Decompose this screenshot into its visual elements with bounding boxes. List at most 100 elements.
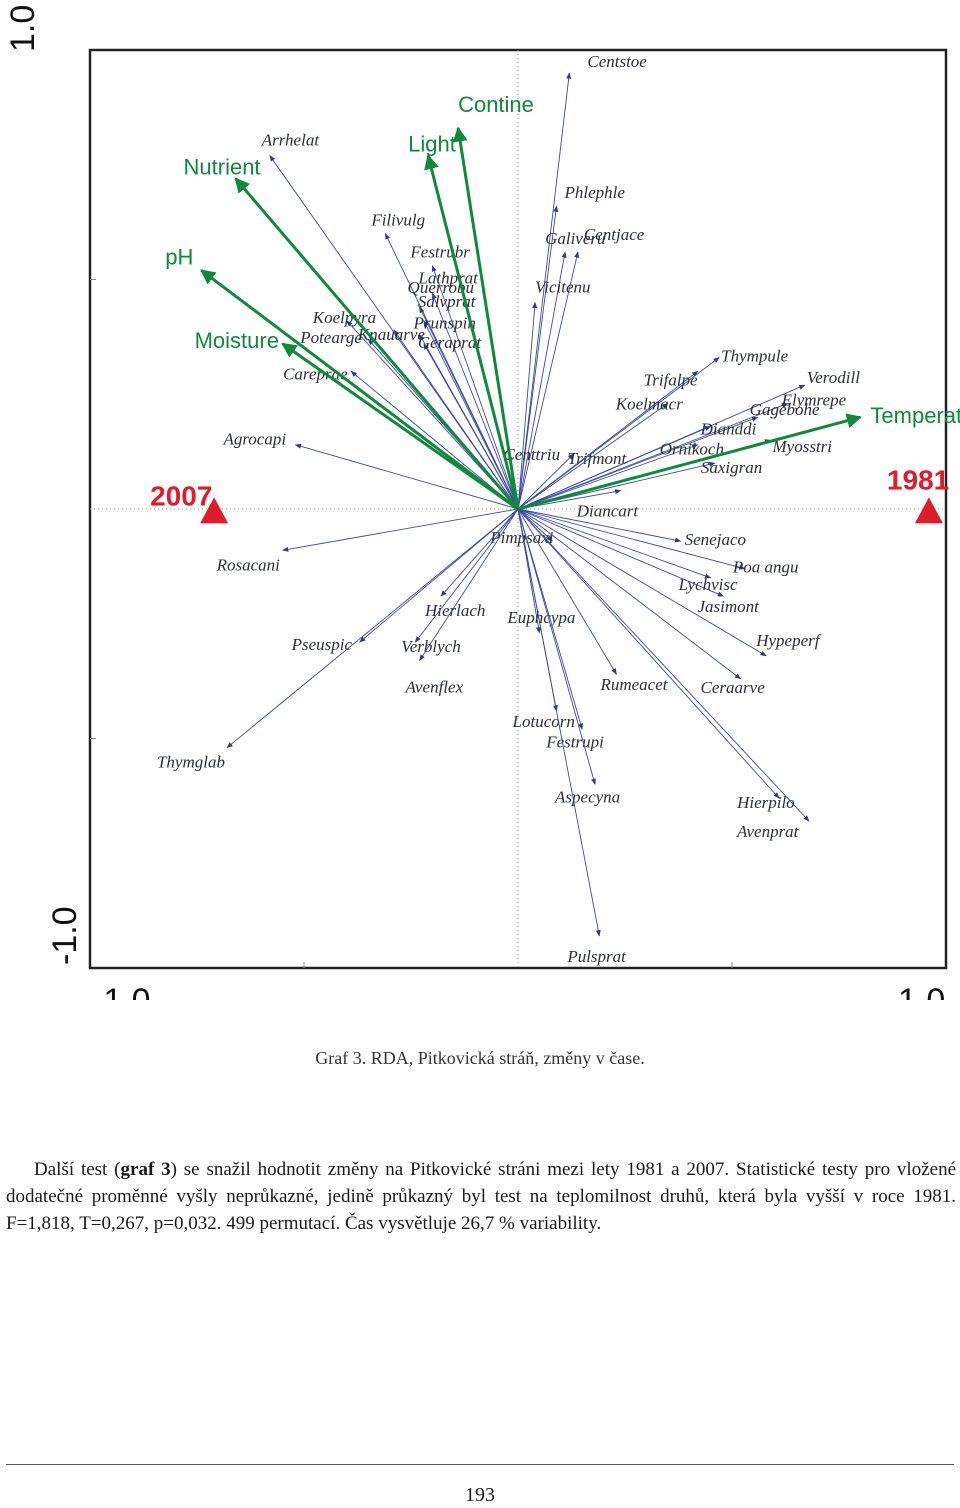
species-label-33: Poa angu — [732, 558, 799, 577]
env-label-0: Contine — [458, 92, 534, 117]
species-label-6: Filivulg — [370, 211, 425, 230]
species-label-44: Ceraarve — [701, 678, 766, 697]
species-label-3: Galiveru — [545, 229, 605, 248]
species-label-13: Prunspin — [413, 314, 476, 333]
sample-label-1: 1981 — [887, 464, 949, 495]
species-arrow-4 — [517, 301, 538, 510]
footer-rule — [6, 1464, 954, 1465]
species-label-48: Aspecyna — [554, 787, 620, 806]
species-arrow-21 — [517, 357, 720, 510]
species-label-10: Salvprat — [418, 292, 477, 311]
species-arrow-0 — [517, 72, 572, 510]
species-label-49: Hierpilo — [736, 793, 795, 812]
species-label-39: Verblych — [401, 637, 460, 656]
species-arrow-50 — [517, 508, 810, 822]
species-arrow-31 — [517, 508, 553, 542]
species-arrow-3 — [517, 251, 567, 510]
species-arrow-48 — [517, 508, 596, 786]
species-label-1: Phlephle — [564, 183, 626, 202]
species-arrow-44 — [517, 508, 742, 680]
species-arrow-35 — [517, 508, 725, 597]
species-label-5: Arrhelat — [261, 131, 321, 150]
env-label-2: Nutrient — [184, 155, 261, 180]
page-number: 193 — [465, 1484, 495, 1506]
species-arrow-26 — [517, 425, 712, 510]
species-label-15: Geraprat — [418, 333, 483, 352]
species-label-51: Pulsprat — [566, 947, 627, 966]
paragraph-text-before: Další test ( — [34, 1159, 121, 1180]
species-label-22: Koelmacr — [615, 394, 683, 413]
species-arrow-12 — [393, 329, 519, 510]
species-label-43: Hypeperf — [755, 631, 822, 650]
species-arrow-42 — [517, 508, 617, 675]
env-label-4: Moisture — [195, 328, 279, 353]
species-arrow-16 — [350, 370, 519, 510]
x-tick-min: -1.0 — [92, 982, 151, 1000]
env-arrow-5 — [517, 413, 862, 511]
species-label-41: Euphcypa — [506, 608, 575, 627]
paragraph-figure-ref: graf 3 — [120, 1159, 171, 1180]
species-arrow-22 — [517, 403, 669, 510]
species-label-45: Lotucorn — [512, 712, 575, 731]
species-label-17: Agrocapi — [222, 430, 286, 449]
species-label-36: Hierlach — [424, 601, 485, 620]
species-label-29: Saxigran — [701, 458, 762, 477]
species-label-50: Avenprat — [736, 822, 800, 841]
species-label-9: Querrobu — [408, 278, 474, 297]
species-label-21: Thympule — [721, 347, 789, 366]
species-arrow-19 — [517, 453, 575, 510]
species-arrow-37 — [281, 508, 519, 552]
species-label-32: Senejaco — [685, 530, 746, 549]
species-label-2: Centjace — [584, 225, 645, 244]
x-tick-max: 1.0 — [898, 982, 945, 1000]
species-arrow-39 — [414, 508, 519, 643]
species-label-0: Centstoe — [587, 52, 647, 71]
species-label-46: Festrupi — [545, 732, 604, 751]
species-label-24: Elymrepe — [781, 390, 847, 409]
species-label-34: Lychvisc — [678, 575, 738, 594]
env-arrow-1 — [424, 154, 520, 510]
species-label-40: Avenflex — [405, 677, 464, 696]
species-arrow-25 — [517, 416, 759, 510]
species-label-18: Centtriu — [503, 445, 560, 464]
species-arrow-49 — [517, 508, 780, 799]
species-arrow-43 — [517, 508, 767, 657]
species-arrow-51 — [517, 508, 601, 937]
y-tick-min: -1.0 — [46, 906, 84, 965]
species-label-47: Thymglab — [157, 753, 225, 772]
species-label-37: Rosacani — [216, 555, 281, 574]
species-label-38: Pseuspic — [291, 635, 353, 654]
species-label-27: Ornikoch — [660, 440, 724, 459]
species-arrow-32 — [517, 508, 682, 543]
env-label-3: pH — [165, 244, 193, 269]
species-label-11: Koelpyra — [312, 308, 376, 327]
species-arrow-27 — [517, 444, 699, 510]
species-label-14: Potearge — [299, 328, 362, 347]
species-label-35: Jasimont — [697, 597, 760, 616]
body-paragraph: Další test (graf 3) se snažil hodnotit z… — [6, 1156, 956, 1237]
paragraph-text-after: ) se snažil hodnotit změny na Pitkovické… — [6, 1159, 956, 1234]
sample-label-0: 2007 — [150, 480, 212, 511]
env-arrow-4 — [281, 342, 519, 511]
species-arrow-33 — [517, 508, 746, 570]
species-arrow-34 — [517, 508, 712, 579]
species-label-25: Gagebohe — [750, 400, 820, 419]
species-label-42: Rumeacet — [599, 675, 668, 694]
species-label-30: Diancart — [576, 502, 640, 521]
species-arrow-8 — [431, 292, 519, 510]
species-arrow-36 — [440, 508, 519, 597]
species-arrow-15 — [423, 343, 519, 510]
y-tick-max: 1.0 — [4, 5, 42, 52]
sample-marker-0 — [200, 497, 229, 524]
env-arrow-0 — [452, 126, 520, 510]
species-arrow-2 — [517, 251, 580, 510]
species-label-7: Festrubr — [409, 243, 470, 262]
species-label-26: Dianddi — [700, 419, 757, 438]
species-label-4: Vicitenu — [535, 277, 590, 296]
species-label-23: Verodill — [807, 368, 860, 387]
species-arrow-1 — [517, 205, 559, 510]
species-label-20: Trifalpe — [644, 370, 698, 389]
env-arrow-2 — [234, 177, 520, 510]
species-arrow-40 — [419, 508, 519, 661]
